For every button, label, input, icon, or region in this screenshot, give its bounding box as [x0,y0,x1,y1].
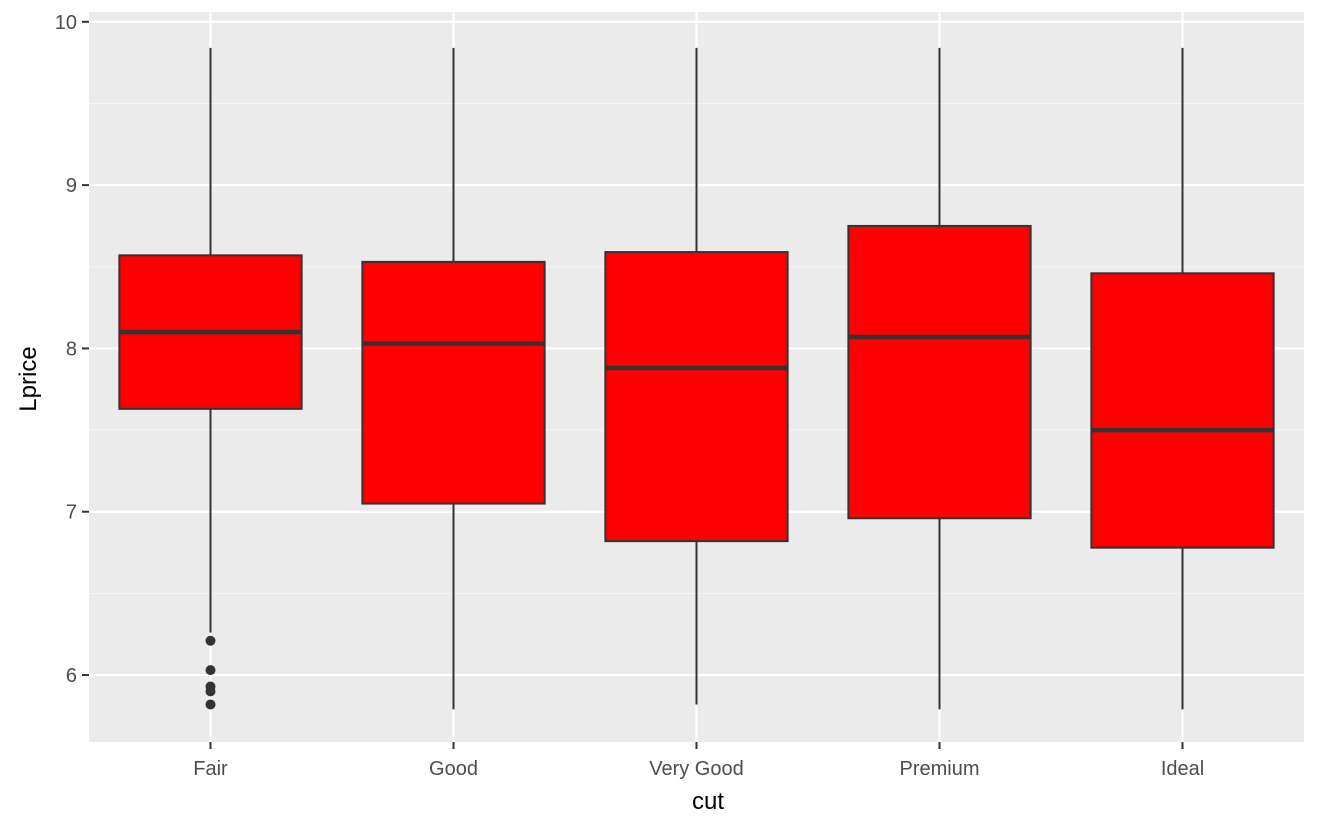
y-tick-label: 10 [55,12,77,34]
outlier-point [205,635,216,646]
x-axis-title: cut [692,788,724,815]
x-tick-label: Premium [899,758,979,780]
y-axis-title: Lprice [15,346,42,411]
x-tick-label: Ideal [1161,758,1204,780]
y-tick-label: 7 [66,502,77,524]
x-tick-label: Fair [193,758,228,780]
box-iqr [361,260,546,505]
box-iqr [1090,272,1275,549]
boxes-layer [118,47,1275,710]
box-group-premium [847,47,1032,710]
box-group-fair [118,47,303,710]
box-group-good [361,47,546,710]
y-tick-label: 6 [66,665,77,687]
box-iqr [604,251,789,543]
x-tick-label: Good [429,758,478,780]
box-iqr [847,224,1032,520]
box-group-ideal [1090,47,1275,710]
outlier-point [205,665,216,676]
outlier-point [205,686,216,697]
y-axis: 6 7 8 9 10 [55,12,89,687]
outlier-point [205,699,216,710]
x-axis: Fair Good Very Good Premium Ideal [193,742,1204,780]
y-tick-label: 9 [66,175,77,197]
y-tick-label: 8 [66,338,77,360]
box-group-very-good [604,47,789,705]
x-tick-label: Very Good [649,758,744,780]
